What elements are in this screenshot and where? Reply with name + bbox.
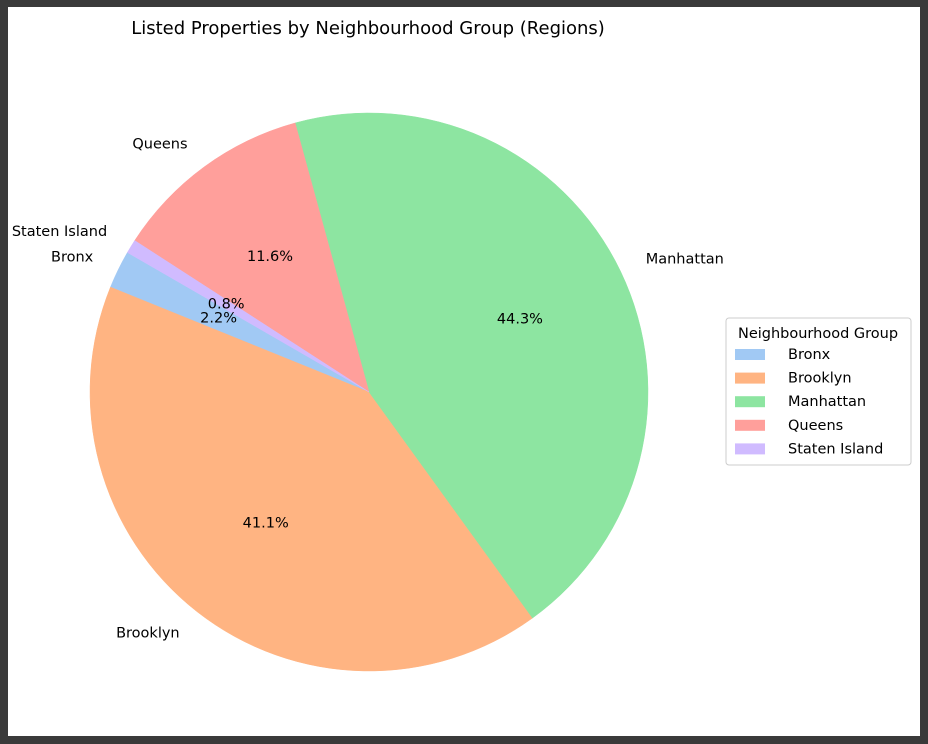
legend-swatch-manhattan [735, 396, 765, 408]
pie-slice-brooklyn [89, 286, 533, 672]
legend: Neighbourhood Group Bronx Brooklyn Manhatt… [725, 317, 912, 466]
chart-title: Listed Properties by Neighbourhood Group… [131, 18, 605, 39]
percentage-label-queens: 11.6% [247, 249, 293, 265]
legend-label-queens: Queens [788, 418, 843, 434]
percentage-label-bronx: 2.2% [200, 311, 237, 327]
pie-slice-staten-island [127, 240, 370, 393]
legend-entries: Bronx Brooklyn Manhattan Queens Staten Islan… [735, 347, 883, 457]
legend-label-staten-island: Staten Island [788, 441, 883, 457]
category-labels: Bronx Brooklyn Manhattan Queens Staten Islan… [12, 136, 724, 641]
percentage-label-brooklyn: 41.1% [243, 516, 289, 532]
legend-label-manhattan: Manhattan [788, 394, 866, 410]
category-label-staten-island: Staten Island [12, 224, 107, 240]
pie-slice-queens [134, 122, 370, 393]
legend-label-brooklyn: Brooklyn [788, 371, 852, 387]
legend-swatch-queens [735, 419, 765, 431]
category-label-brooklyn: Brooklyn [116, 626, 180, 642]
legend-swatch-staten-island [735, 443, 765, 455]
pie-chart: Listed Properties by Neighbourhood Group… [12, 18, 912, 672]
chart-frame: Listed Properties by Neighbourhood Group… [8, 7, 920, 736]
legend-swatch-brooklyn [735, 372, 765, 384]
percentage-label-staten-island: 0.8% [208, 297, 245, 313]
legend-box [725, 317, 912, 466]
category-label-queens: Queens [132, 136, 187, 152]
pie-slice-manhattan [294, 112, 649, 619]
legend-title: Neighbourhood Group [738, 326, 898, 342]
legend-swatch-bronx [735, 349, 765, 360]
percentage-label-manhattan: 44.3% [497, 312, 543, 328]
category-label-bronx: Bronx [51, 249, 94, 265]
legend-label-bronx: Bronx [788, 347, 831, 363]
pie-slices [89, 112, 649, 672]
category-label-manhattan: Manhattan [646, 251, 724, 267]
percentage-labels: 2.2% 41.1% 44.3% 11.6% 0.8% [200, 249, 543, 532]
